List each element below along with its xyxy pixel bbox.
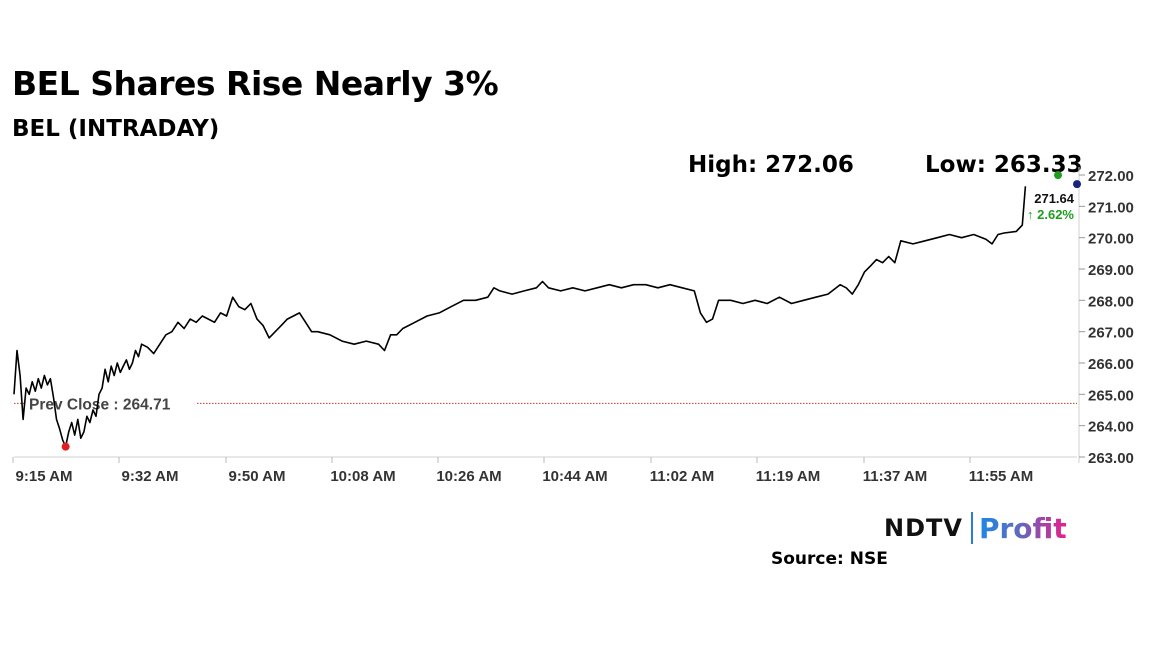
x-tick-label: 9:50 AM	[229, 468, 286, 485]
ndtv-profit-logo: NDTV Profit	[884, 508, 1067, 548]
x-tick-label: 9:15 AM	[16, 468, 73, 485]
change-percent-label: ↑ 2.62%	[1027, 207, 1074, 222]
y-tick-label: 264.00	[1088, 419, 1134, 436]
high-label: High: 272.06	[688, 152, 854, 178]
high-point-marker	[1054, 171, 1062, 180]
axis-layer: 272.00 271.00 270.00 269.00 268.00 267.00 266.…	[12, 167, 1134, 485]
price-line	[13, 186, 1027, 448]
brand-profit: Profit	[978, 511, 1067, 545]
y-tick-label: 270.00	[1088, 231, 1134, 248]
y-tick-label: 267.00	[1088, 325, 1134, 342]
y-tick-label: 271.00	[1088, 199, 1134, 216]
last-price-label: 271.64	[1034, 191, 1075, 206]
prev-close-layer: Prev Close : 264.71	[14, 393, 1077, 414]
brand-separator	[970, 512, 973, 544]
current-point-marker	[1073, 180, 1081, 189]
source-note: Source: NSE	[771, 549, 888, 569]
y-tick-label: 272.00	[1088, 168, 1134, 185]
chart-title: BEL Shares Rise Nearly 3%	[12, 64, 499, 103]
x-tick-label: 11:19 AM	[756, 468, 820, 485]
x-tick-label: 11:02 AM	[650, 468, 714, 485]
brand-ndtv: NDTV	[884, 514, 963, 542]
x-tick-label: 10:26 AM	[436, 468, 501, 485]
low-point-marker	[61, 442, 70, 451]
x-tick-label: 9:32 AM	[122, 468, 179, 485]
y-tick-label: 263.00	[1088, 450, 1134, 467]
prev-close-label-bg	[26, 393, 196, 414]
y-tick-label: 268.00	[1088, 293, 1134, 310]
y-tick-label: 265.00	[1088, 387, 1134, 404]
x-tick-label: 11:55 AM	[969, 468, 1033, 485]
chart-subtitle: BEL (INTRADAY)	[12, 116, 220, 142]
prev-close-label: Prev Close : 264.71	[29, 396, 171, 413]
x-tick-label: 10:08 AM	[330, 468, 395, 485]
price-line-layer	[13, 186, 1027, 448]
intraday-chart: 272.00 271.00 270.00 269.00 268.00 267.00 266.…	[12, 167, 1134, 485]
y-tick-label: 269.00	[1088, 262, 1134, 279]
y-tick-label: 266.00	[1088, 356, 1134, 373]
x-tick-label: 11:37 AM	[863, 468, 927, 485]
x-tick-label: 10:44 AM	[542, 468, 607, 485]
marker-layer: 271.64↑ 2.62%	[61, 171, 1081, 451]
